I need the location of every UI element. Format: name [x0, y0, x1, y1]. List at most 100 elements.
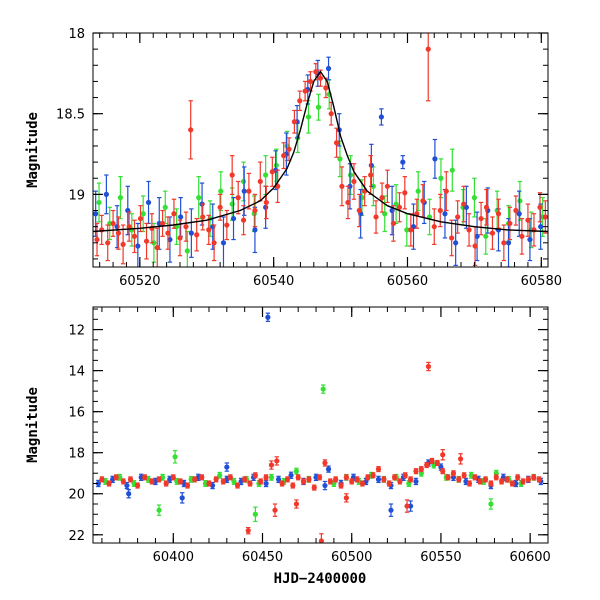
top-point-red	[200, 214, 206, 220]
bottom-point-red	[482, 476, 489, 482]
top-point-green	[415, 188, 421, 194]
top-point-red	[437, 207, 443, 214]
bottom-point-blue	[95, 480, 101, 487]
top-point-blue	[527, 236, 533, 243]
top-point-red	[217, 204, 223, 210]
bottom-point-red	[343, 495, 349, 501]
bottom-point-red	[106, 480, 112, 487]
top-point-red	[472, 243, 478, 249]
bottom-point-blue	[388, 507, 394, 513]
bottom-point-red	[457, 456, 464, 462]
top-point-red	[351, 178, 357, 185]
top-panel-zoom: 60520 60540 60560 60580 18 18.5 19 Magnitude	[25, 27, 562, 289]
top-point-green	[240, 178, 247, 185]
bottom-point-red	[424, 462, 430, 468]
bottom-point-red	[247, 480, 253, 487]
top-point-green	[517, 198, 523, 204]
top-point-red	[177, 235, 183, 241]
top-point-green	[196, 195, 202, 201]
top-point-red	[408, 227, 414, 233]
bottom-y-tick-label: 18	[68, 447, 85, 462]
bottom-point-green	[320, 386, 326, 392]
bottom-point-red	[461, 472, 467, 478]
top-point-red	[379, 195, 385, 201]
bottom-point-green	[231, 478, 237, 485]
bottom-point-green	[217, 472, 223, 478]
top-point-red	[307, 78, 314, 85]
bottom-point-blue	[375, 476, 382, 482]
top-point-blue	[368, 162, 374, 168]
bottom-point-blue	[126, 491, 132, 497]
top-point-red	[269, 169, 275, 175]
bottom-point-red	[536, 476, 542, 482]
bottom-point-blue	[224, 464, 230, 470]
top-point-red	[368, 172, 374, 178]
bottom-point-red	[206, 480, 212, 487]
top-point-red	[396, 204, 403, 210]
top-point-green	[263, 172, 269, 178]
bottom-point-red	[520, 478, 526, 485]
top-point-green	[218, 188, 224, 194]
bottom-point-red	[274, 458, 280, 464]
top-series-green	[96, 79, 546, 267]
top-point-red	[495, 211, 502, 217]
top-point-red	[137, 215, 144, 222]
bottom-point-red	[365, 474, 371, 480]
top-point-red	[513, 207, 519, 214]
bottom-point-blue	[325, 466, 332, 472]
bottom-x-tick-label: 60450	[242, 550, 283, 565]
bottom-point-red	[293, 501, 300, 507]
top-point-red	[519, 233, 525, 239]
top-point-red	[466, 227, 472, 233]
bottom-point-red	[272, 507, 278, 513]
bottom-point-red	[163, 480, 169, 487]
bottom-point-red	[135, 482, 141, 489]
top-point-red	[317, 75, 324, 81]
bottom-point-red	[370, 472, 376, 478]
bottom-point-red	[477, 478, 483, 485]
bottom-point-blue	[413, 478, 419, 485]
bottom-point-red	[386, 480, 392, 487]
top-point-red	[252, 207, 258, 214]
bottom-point-blue	[322, 482, 328, 489]
bottom-point-red	[499, 478, 505, 485]
bottom-point-red	[429, 458, 435, 464]
top-point-red	[449, 235, 455, 241]
bottom-point-blue	[265, 314, 271, 320]
bottom-point-red	[127, 476, 134, 482]
top-point-green	[96, 199, 102, 206]
bottom-x-tick-label: 60500	[331, 550, 372, 565]
top-point-red	[323, 85, 329, 91]
bottom-point-blue	[313, 474, 319, 480]
top-point-blue	[188, 230, 194, 236]
top-point-blue	[241, 188, 247, 194]
bottom-point-green	[174, 478, 180, 485]
top-point-blue	[135, 243, 141, 249]
bottom-panel-frame	[92, 306, 549, 544]
top-point-red	[110, 220, 116, 227]
top-point-red	[165, 230, 171, 236]
bottom-point-red	[227, 474, 233, 480]
top-panel-frame	[92, 32, 549, 268]
bottom-point-red	[375, 466, 382, 472]
top-point-red	[291, 119, 298, 125]
top-point-red	[501, 240, 507, 246]
bottom-point-red	[354, 476, 360, 482]
top-point-green	[315, 104, 322, 110]
top-panel-data-layer	[93, 33, 548, 267]
top-series-red	[94, 33, 548, 267]
top-point-blue	[442, 211, 448, 217]
bottom-y-axis-title: Magnitude	[25, 387, 41, 463]
bottom-point-red	[220, 478, 226, 485]
bottom-point-red	[466, 480, 473, 487]
bottom-point-green	[117, 474, 123, 480]
bottom-point-red	[402, 472, 408, 478]
bottom-x-tick-label: 60400	[153, 550, 194, 565]
top-point-red	[333, 140, 340, 146]
bottom-point-red	[450, 470, 457, 476]
bottom-panel-ticks: 60400 60450 60500 60550 60600 12 14 16 18 20 22	[68, 307, 551, 565]
bottom-point-red	[322, 460, 328, 466]
bottom-point-red	[318, 538, 324, 543]
bottom-point-blue	[408, 503, 414, 509]
top-point-red	[542, 214, 548, 220]
